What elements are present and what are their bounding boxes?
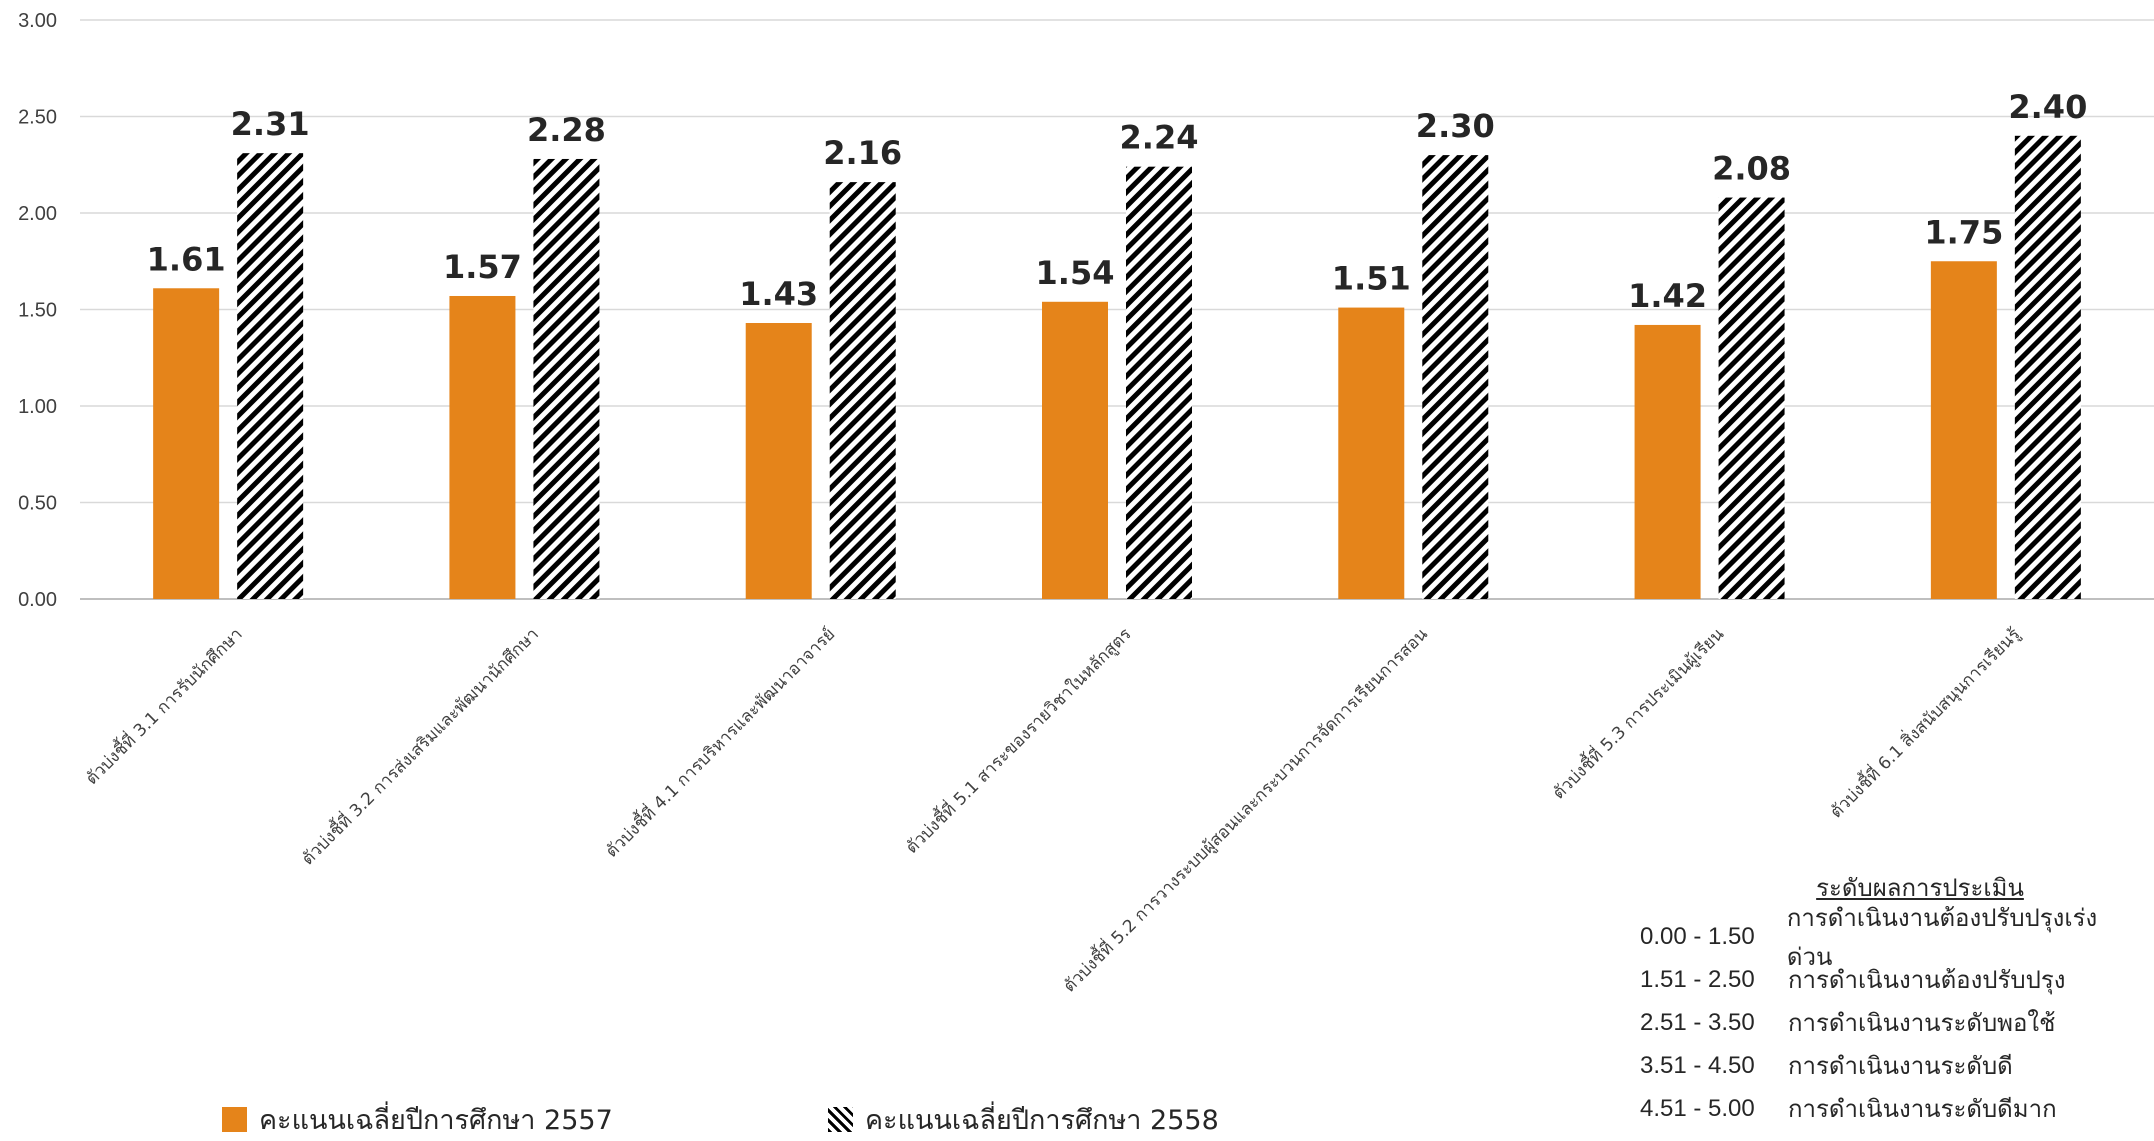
y-tick-label: 1.50 [18,300,57,322]
evaluation-scale: ระดับผลการประเมิน 0.00 - 1.50 การดำเนินงา… [1620,868,2140,1130]
scale-row: 4.51 - 5.00 การดำเนินงานระดับดีมาก [1620,1087,2140,1130]
data-label: 1.75 [1924,213,2003,251]
y-tick-label: 2.50 [18,107,57,129]
bar-2557 [153,288,220,599]
category-label: ตัวบ่งชี้ที่ 5.2 การวางระบบผู้สอนและกระบ… [1058,622,1433,997]
data-label: 2.24 [1120,119,1199,157]
y-axis-ticks: 0.00 0.50 1.00 1.50 2.00 2.50 3.00 [18,10,57,611]
data-label: 2.31 [231,105,310,143]
bar-2558 [1422,155,1489,599]
scale-title: ระดับผลการประเมิน [1816,874,2024,902]
bar-2557 [1042,301,1108,599]
scale-label: การดำเนินงานระดับดีมาก [1788,1095,2057,1123]
legend-item-2558: คะแนนเฉลี่ยปีการศึกษา 2558 [828,1098,1219,1141]
y-tick-label: 0.50 [18,493,57,515]
bar-2557 [1338,307,1405,599]
legend-swatch-2558 [828,1107,853,1132]
data-label: 1.61 [147,240,226,278]
scale-label: การดำเนินงานต้องปรับปรุง [1788,966,2066,994]
gridlines [80,19,2154,600]
data-label: 2.30 [1416,107,1495,145]
bar-2557 [1634,324,1701,599]
data-label: 2.16 [823,134,902,172]
scale-range: 3.51 - 4.50 [1640,1051,1755,1079]
bar-2558 [1718,197,1785,599]
scale-range: 0.00 - 1.50 [1640,922,1755,950]
data-label: 1.43 [739,275,818,313]
bar-2558 [2014,135,2081,600]
bar-2558 [1126,166,1192,599]
y-tick-label: 3.00 [18,10,57,32]
scale-row: 1.51 - 2.50 การดำเนินงานต้องปรับปรุง [1620,958,2140,1001]
data-label: 1.54 [1036,254,1115,292]
scale-row: 2.51 - 3.50 การดำเนินงานระดับพอใช้ [1620,1001,2140,1044]
legend-item-2557: คะแนนเฉลี่ยปีการศึกษา 2557 [222,1098,613,1141]
data-label: 1.42 [1628,277,1707,315]
data-label: 2.28 [527,111,606,149]
category-label: ตัวบ่งชี้ที่ 3.1 การรับนักศึกษา [80,622,247,789]
bar-2557 [745,323,812,599]
data-labels: 1.61 2.31 1.57 2.28 1.43 2.16 1.54 2.24 1.51 2.30… [147,88,2088,315]
legend-label-2558: คะแนนเฉลี่ยปีการศึกษา 2558 [865,1105,1219,1136]
category-label: ตัวบ่งชี้ที่ 5.1 สาระของรายวิชาในหลักสูต… [900,622,1136,858]
bar-2557 [449,295,516,599]
data-label: 2.40 [2008,88,2087,126]
data-label: 1.57 [443,248,522,286]
scale-label: การดำเนินงานระดับดี [1788,1052,2013,1080]
y-tick-label: 2.00 [18,203,57,225]
bar-2557 [1930,261,1997,599]
category-label: ตัวบ่งชี้ที่ 4.1 การบริหารและพัฒนาอาจารย… [600,622,839,861]
legend-swatch-2557 [222,1107,247,1132]
scale-label: การดำเนินงานระดับพอใช้ [1788,1009,2056,1037]
category-label: ตัวบ่งชี้ที่ 5.3 การประเมินผู้เรียน [1547,622,1729,804]
category-label: ตัวบ่งชี้ที่ 6.1 สิ่งสนับสนุนการเรียนรู้ [1824,622,2024,822]
legend-label-2557: คะแนนเฉลี่ยปีการศึกษา 2557 [259,1105,613,1136]
bars [153,135,2081,600]
data-label: 2.08 [1712,150,1791,188]
data-label: 1.51 [1332,260,1411,298]
bar-2558 [533,158,600,599]
y-tick-label: 1.00 [18,396,57,418]
scale-row: 3.51 - 4.50 การดำเนินงานระดับดี [1620,1044,2140,1087]
scale-row: 0.00 - 1.50 การดำเนินงานต้องปรับปรุงเร่งด… [1620,904,2140,971]
scale-range: 4.51 - 5.00 [1640,1094,1755,1122]
bar-2558 [829,182,896,599]
scale-label: การดำเนินงานต้องปรับปรุงเร่งด่วน [1786,903,2098,971]
category-label: ตัวบ่งชี้ที่ 3.2 การส่งเสริมและพัฒนานักศ… [296,622,543,869]
scale-range: 2.51 - 3.50 [1640,1008,1755,1036]
y-tick-label: 0.00 [18,589,57,611]
bar-2558 [237,153,304,600]
scale-range: 1.51 - 2.50 [1640,965,1755,993]
